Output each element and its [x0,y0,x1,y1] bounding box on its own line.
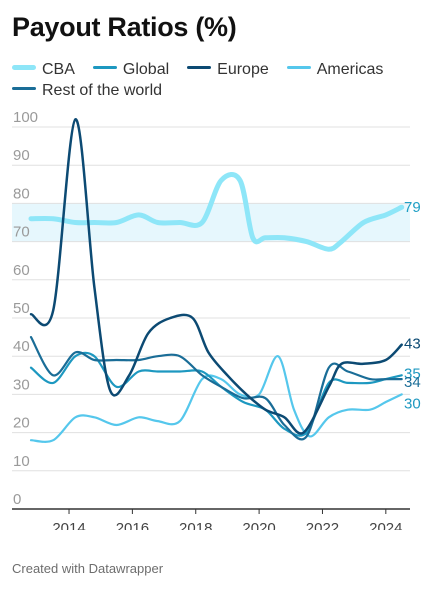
series-line-americas [29,355,403,443]
legend-label: CBA [42,61,75,78]
x-tick-label: 2024 [369,520,402,530]
legend-swatch [187,66,212,70]
line-chart: 0 10 20 30 40 50 60 70 80 90 100 2014 2016 2018 2020 20… [12,110,421,530]
y-tick-label: 30 [13,376,30,393]
chart-title: Payout Ratios (%) [12,12,237,42]
legend-item-rest-of-the-world: Rest of the world [12,80,162,101]
legend-label: Global [122,61,170,78]
end-label-global: 35 [404,365,421,382]
legend-item-cba: CBA [12,59,75,80]
series-line-cba [28,172,405,252]
y-tick-label: 90 [13,147,30,164]
y-tick-label: 50 [13,300,30,317]
y-tick-label: 60 [13,262,30,279]
legend-swatch [12,65,36,71]
y-tick-label: 20 [13,415,30,432]
y-tick-label: 70 [13,224,30,241]
end-label-americas: 30 [404,395,421,412]
x-tick-label: 2018 [179,520,212,530]
y-tick-label: 100 [13,110,38,126]
series-line-europe [29,118,403,435]
legend-item-europe: Europe [187,59,269,80]
y-tick-label: 10 [13,453,30,470]
credit-text: Created with Datawrapper [12,561,164,576]
series-line-rest-of-the-world [29,336,403,441]
end-label-cba: 79 [404,199,421,216]
x-tick-label: 2022 [306,520,339,530]
end-label-rest-of-the-world: 34 [404,374,421,391]
legend-item-americas: Americas [286,59,384,80]
x-tick-label: 2016 [116,520,149,530]
y-tick-label: 0 [13,491,21,508]
legend-label: Americas [316,61,384,78]
legend-label: Rest of the world [42,82,163,99]
legend-swatch [12,87,36,91]
chart-legend: CBA Global Europe Americas Rest of the world [12,59,427,101]
legend-label: Europe [217,61,269,78]
x-tick-label: 2014 [52,520,85,530]
x-tick-label: 2020 [242,520,275,530]
y-tick-label: 40 [13,338,30,355]
legend-swatch [92,66,117,70]
y-tick-label: 80 [13,185,30,202]
legend-swatch [286,66,311,70]
end-label-europe: 43 [404,336,421,353]
legend-item-global: Global [92,59,170,80]
